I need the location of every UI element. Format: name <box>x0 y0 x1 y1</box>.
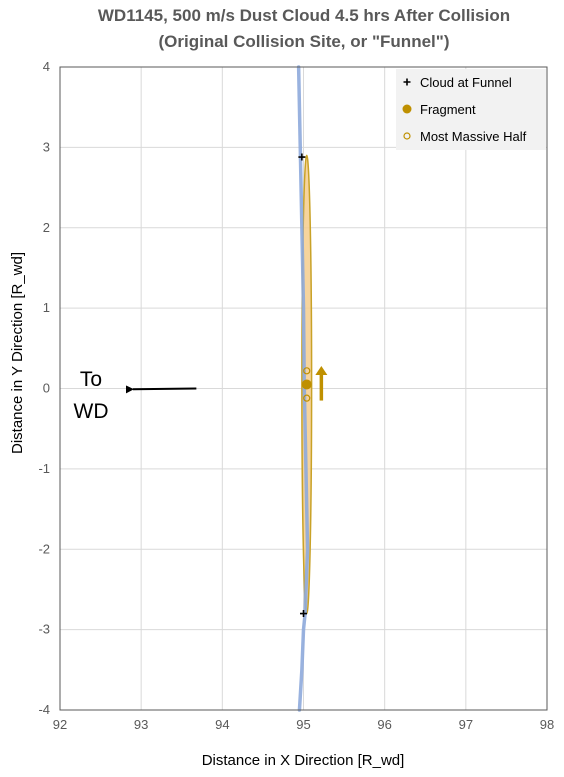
legend-label: Most Massive Half <box>420 129 527 144</box>
y-tick-label: -3 <box>38 622 50 637</box>
legend-label: Fragment <box>420 102 476 117</box>
x-tick-label: 92 <box>53 717 67 732</box>
to-wd-arrow <box>125 385 197 394</box>
cloud-at-funnel-point <box>300 610 307 618</box>
y-tick-label: 0 <box>43 381 50 396</box>
plot-border <box>59 66 548 711</box>
y-tick-label: 4 <box>43 59 50 74</box>
chart-title-line2: (Original Collision Site, or "Funnel") <box>158 32 450 51</box>
legend: Cloud at Funnel Fragment Most Massive Half <box>396 69 546 150</box>
data-layer <box>296 65 328 712</box>
y-axis-label: Distance in Y Direction [R_wd] <box>9 252 26 454</box>
fragment-point <box>301 379 312 390</box>
most-massive-half-point <box>303 394 311 402</box>
annotation-line2: WD <box>74 400 109 423</box>
y-tick-label: 2 <box>43 220 50 235</box>
legend-marker <box>402 104 412 114</box>
x-tick-label: 93 <box>134 717 148 732</box>
x-tick-label: 96 <box>377 717 391 732</box>
legend-label: Cloud at Funnel <box>420 75 512 90</box>
chart-title-line1: WD1145, 500 m/s Dust Cloud 4.5 hrs After… <box>97 6 511 25</box>
y-tick-label: -2 <box>38 541 50 556</box>
tick-labels: 92 93 94 95 96 97 98 -4 -3 -2 -1 0 1 2 3 4 <box>38 59 554 732</box>
x-tick-label: 98 <box>540 717 554 732</box>
legend-marker <box>403 78 411 86</box>
x-tick-label: 94 <box>215 717 229 732</box>
legend-item: Cloud at Funnel <box>403 75 512 90</box>
annotation-line1: To <box>80 368 102 391</box>
y-tick-label: -1 <box>38 461 50 476</box>
legend-marker <box>403 132 411 140</box>
legend-box <box>396 69 546 150</box>
most-massive-half-point <box>303 367 311 375</box>
cloud-at-funnel-point <box>298 153 306 161</box>
legend-item: Fragment <box>402 102 476 117</box>
x-tick-label: 95 <box>296 717 310 732</box>
motion-arrow-head <box>315 365 328 375</box>
legend-item: Most Massive Half <box>403 129 527 144</box>
x-axis-label: Distance in X Direction [R_wd] <box>202 752 405 769</box>
orbit-line <box>296 65 310 712</box>
y-tick-label: -4 <box>38 702 50 717</box>
x-tick-label: 97 <box>459 717 473 732</box>
y-tick-label: 1 <box>43 300 50 315</box>
y-tick-label: 3 <box>43 139 50 154</box>
to-wd-annotation: To WD <box>74 368 197 423</box>
